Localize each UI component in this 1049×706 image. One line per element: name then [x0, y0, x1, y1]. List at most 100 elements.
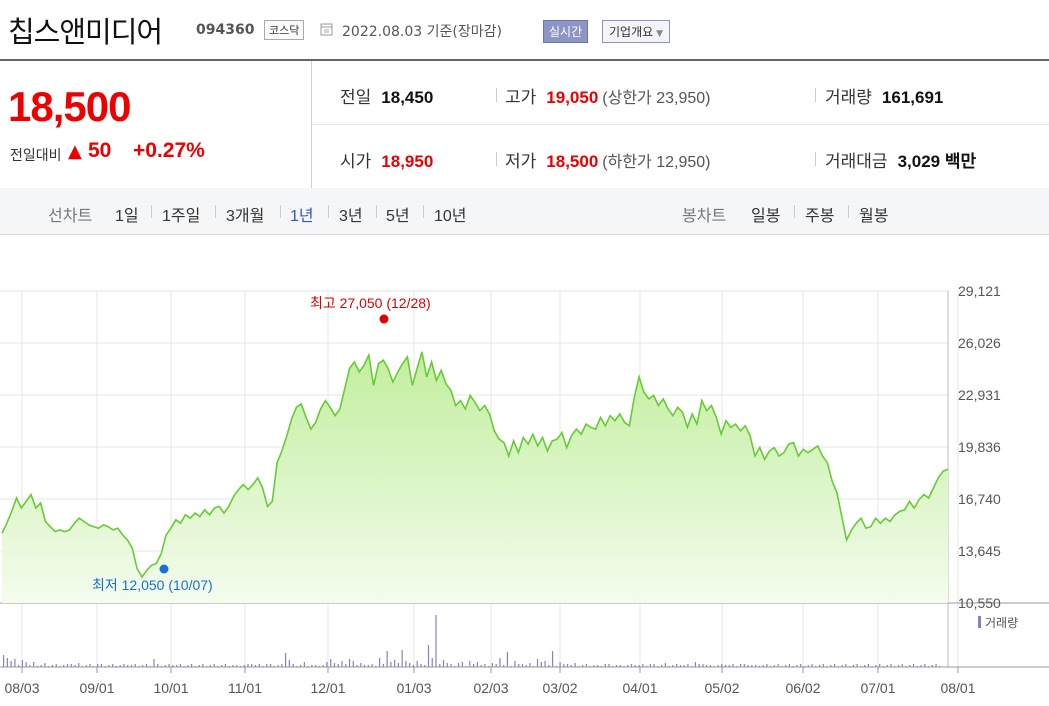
period-3m[interactable]: 3개월: [226, 208, 265, 225]
realtime-button[interactable]: 실시간: [543, 20, 589, 43]
volume-bar: [209, 665, 211, 667]
change-label: 전일대비: [10, 148, 62, 164]
divider: [151, 205, 152, 218]
volume-bar: [495, 664, 497, 667]
volume-bar: [484, 664, 486, 667]
amount-value: 3,029 백만: [897, 152, 977, 171]
period-1d[interactable]: 1일: [115, 208, 139, 225]
stock-header: 칩스앤미디어 094360 코스닥 2022.08.03 기준(장마감) 실시간…: [0, 0, 1049, 58]
volume-bar: [909, 665, 911, 667]
candle-monthly[interactable]: 월봉: [859, 208, 889, 225]
volume-bar: [97, 664, 99, 667]
stock-name: 칩스앤미디어: [8, 15, 163, 49]
volume-bar: [258, 664, 260, 667]
volume-bar: [894, 666, 896, 667]
open-label: 시가: [340, 152, 372, 171]
volume-bar: [811, 664, 813, 667]
volume-bar: [672, 665, 674, 667]
volume-bar: [405, 661, 407, 667]
volume-bar: [773, 665, 775, 667]
volume-bar: [514, 661, 516, 667]
up-arrow-icon: ▲: [68, 141, 82, 162]
divider: [848, 205, 849, 218]
volume-bar: [871, 666, 873, 667]
volume-bar: [657, 666, 659, 667]
volume-bar: [480, 665, 482, 667]
volume-bar: [736, 666, 738, 667]
volume-bar: [112, 664, 114, 667]
volume-bar: [341, 661, 343, 667]
volume-bar: [920, 665, 922, 667]
volume-bar: [168, 664, 170, 667]
high-label: 고가: [505, 88, 537, 107]
period-5y[interactable]: 5년: [386, 208, 410, 225]
volume-bar: [630, 664, 633, 667]
volume-bar: [766, 664, 768, 667]
lower-limit: (하한가 12,950): [602, 154, 711, 171]
volume-bar: [409, 663, 411, 667]
volume-bar: [912, 664, 915, 667]
volume-bar: [578, 666, 580, 667]
volume-bar: [781, 666, 783, 667]
volume-bar: [563, 664, 565, 667]
volume-bar: [559, 662, 561, 667]
volume-bar: [59, 666, 61, 667]
volume-bar: [807, 665, 809, 667]
period-10y[interactable]: 10년: [434, 208, 467, 225]
volume-bar: [202, 664, 204, 667]
volume-bar: [691, 666, 693, 667]
x-tick-label: 01/03: [396, 680, 431, 696]
volume-bar: [300, 665, 302, 667]
company-overview-button[interactable]: 기업개요 ▼: [602, 20, 671, 43]
y-tick-label: 13,645: [958, 543, 1001, 559]
volume-bar: [85, 665, 87, 667]
volume-bar: [585, 664, 587, 667]
volume-bar: [623, 666, 625, 667]
volume-bar: [70, 664, 72, 667]
low-price: 저가 18,500 (하한가 12,950): [505, 147, 710, 172]
volume-bar: [540, 662, 542, 667]
volume-bar: [683, 665, 685, 667]
period-1w[interactable]: 1주일: [162, 208, 201, 225]
high-price: 고가 19,050 (상한가 23,950): [505, 83, 710, 108]
volume-bar: [356, 665, 358, 667]
volume-bar: [593, 665, 595, 667]
volume-bar: [555, 666, 557, 667]
price-chart-svg: 29,121 26,026 22,931 19,836 16,740 13,645 10,5…: [0, 283, 1049, 696]
volume-bar: [386, 651, 388, 667]
volume-bar: [431, 658, 433, 667]
volume-bar: [179, 664, 181, 667]
volume-bar: [815, 666, 817, 667]
volume-bar: [153, 659, 155, 667]
candle-weekly[interactable]: 주봉: [805, 208, 835, 225]
volume-bar: [924, 664, 926, 667]
volume-bar: [676, 664, 678, 667]
period-1y[interactable]: 1년: [290, 208, 314, 225]
volume-bar: [442, 660, 445, 667]
market-badge: 코스닥: [264, 20, 305, 40]
prev-close: 전일 18,450: [340, 83, 433, 108]
divider: [280, 205, 281, 218]
volume-bar: [115, 666, 117, 667]
price-area: [2, 351, 948, 603]
change-percent: +0.27%: [133, 139, 205, 162]
volume-bar: [322, 665, 324, 667]
volume-bar: [330, 659, 332, 667]
current-price: 18,500: [8, 83, 131, 130]
volume-bar: [191, 664, 193, 667]
volume-bar: [649, 664, 651, 667]
volume-bar: [273, 666, 275, 667]
volume-bar: [770, 666, 772, 667]
volume-bar: [879, 664, 881, 667]
volume-bar: [269, 664, 272, 667]
volume-bar: [721, 664, 723, 667]
volume-bar: [3, 655, 5, 667]
candle-chart-label: 봉차트: [682, 208, 727, 225]
price-chart[interactable]: 29,121 26,026 22,931 19,836 16,740 13,645 10,5…: [0, 235, 1049, 702]
x-tick-label: 02/03: [473, 680, 508, 696]
volume-bar: [108, 665, 110, 667]
volume-label: 거래량: [825, 88, 872, 107]
volume-bar: [187, 665, 189, 667]
candle-daily[interactable]: 일봉: [751, 208, 781, 225]
period-3y[interactable]: 3년: [339, 208, 363, 225]
